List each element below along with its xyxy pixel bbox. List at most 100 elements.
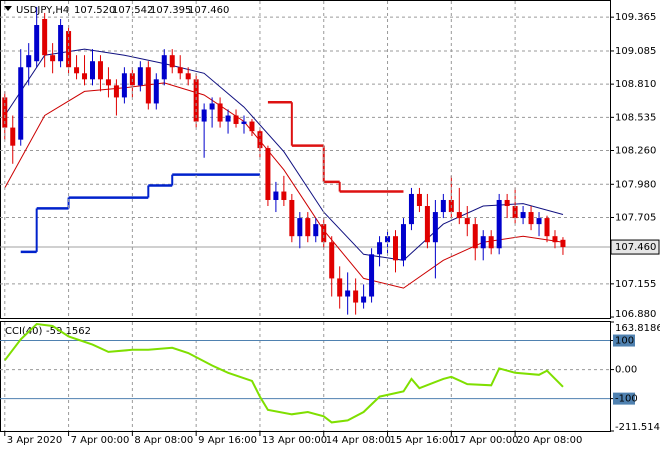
header-low: 107.395 [150,5,191,16]
candle-body [161,55,167,80]
x-tick-label: 17 Apr 00:00 [453,435,518,446]
candle-body [42,18,48,56]
x-tick-label: 9 Apr 16:00 [198,435,257,446]
candle-body [528,212,534,225]
candle-body [233,115,239,124]
y-tick-label: 107.705 [615,212,656,223]
candle-body [504,199,510,207]
candle-body [472,224,478,249]
header-close: 107.460 [188,5,229,16]
candle-body [313,224,319,237]
candle-body [105,79,111,86]
candle-body [520,212,526,219]
candle-body [241,121,247,124]
candle-body [273,191,279,200]
candle-body [369,254,375,297]
level-label-box [613,334,635,347]
candle-body [193,79,199,122]
y-tick-label: 163.8186 [615,323,660,334]
candle-body [113,85,119,98]
candle-body [416,193,422,207]
x-tick-label: 15 Apr 16:00 [390,435,455,446]
candle-body [185,73,191,80]
y-tick-label: 108.260 [615,146,656,157]
x-tick-label: 20 Apr 08:00 [517,435,582,446]
candle-body [145,67,151,104]
candle-body [408,193,414,225]
y-tick-label: 107.980 [615,179,656,190]
candle-body [377,242,383,255]
candle-body [400,224,406,261]
candle-body [424,206,430,243]
candle-body [169,55,175,68]
candle-body [480,236,486,249]
candle-body [281,191,287,200]
x-tick-label: 13 Apr 00:00 [262,435,327,446]
candle-body [97,61,103,80]
candle-body [177,67,183,74]
candle-body [153,79,159,104]
y-tick-label: 109.085 [615,46,656,57]
moving-average [4,48,564,261]
cci-current: -59.1562 [46,326,91,337]
level-label-box [613,392,635,405]
candle-body [544,218,550,237]
candle-body [289,199,295,237]
y-tick-label: 0.00 [615,365,637,376]
candle-body [464,218,470,225]
y-tick-label: 108.810 [615,79,656,90]
y-tick-label: -211.5142 [615,422,660,433]
candle-body [552,236,558,243]
candle-body [217,103,223,122]
candle-body [137,67,143,86]
candle-body [305,218,311,237]
candle-body [440,199,446,213]
candle-body [432,212,438,243]
last-price-label: 107.460 [615,242,656,253]
candle-body [18,67,24,140]
candle-body [249,121,255,132]
x-tick-label: 14 Apr 08:00 [326,435,391,446]
candle-body [265,148,271,200]
x-tick-label: 7 Apr 00:00 [71,435,130,446]
y-tick-label: 100 [615,336,634,347]
candle-body [496,199,502,249]
last-price-box [610,239,660,255]
x-tick-label: 8 Apr 08:00 [134,435,193,446]
candle-body [209,103,215,110]
candle-body [201,109,207,122]
candle-body [50,55,56,62]
cci-line [4,322,564,424]
candle-body [337,278,343,297]
candle-body [488,236,494,249]
y-tick-label: 106.880 [615,309,656,320]
candle-body [321,224,327,243]
candle-body [536,218,542,225]
candle-body [74,67,80,74]
header-high: 107.542 [112,5,153,16]
moving-average [4,82,564,289]
menu-triangle[interactable] [4,6,12,11]
candle-body [82,73,88,80]
candle-body [385,236,391,243]
candle-body [10,127,16,146]
y-tick-label: 107.155 [615,279,656,290]
candle-body [26,55,32,68]
indicator-pane [0,321,611,432]
cci-title: CCI(40) [5,326,43,337]
price-pane [0,0,611,319]
candle-body [2,97,8,128]
header-open: 107.520 [74,5,115,16]
candle-body [345,290,351,297]
x-tick-label: 3 Apr 2020 [7,435,62,446]
candle-body [225,115,231,122]
candle-body [361,296,367,303]
candle-body [58,25,64,62]
y-tick-label: 108.535 [615,112,656,123]
candle-body [329,242,335,279]
y-tick-label: -100 [615,394,638,405]
candle-body [560,239,566,248]
candle-body [393,236,399,261]
candle-body [297,218,303,237]
